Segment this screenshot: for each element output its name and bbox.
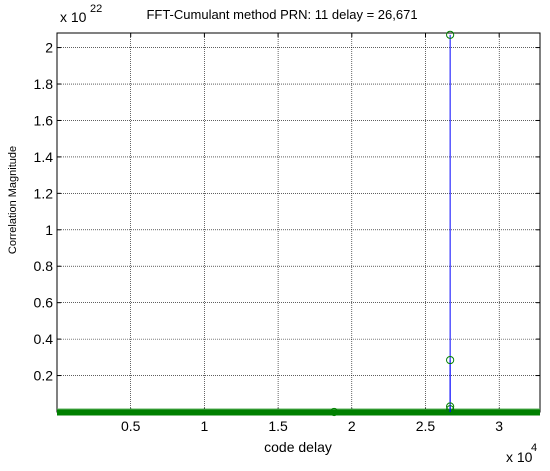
data-marks bbox=[57, 30, 540, 417]
y-exponent-base: x 10 bbox=[60, 9, 87, 25]
y-tick-label: 1.6 bbox=[34, 112, 54, 128]
x-tick-label: 2 bbox=[348, 418, 356, 434]
y-tick-label: 1.8 bbox=[34, 76, 54, 92]
y-tick-label: 1.2 bbox=[34, 185, 54, 201]
x-exponent-base: x 10 bbox=[506, 449, 533, 465]
x-tick-label: 2.5 bbox=[416, 418, 436, 434]
y-tick-label: 0.6 bbox=[34, 295, 54, 311]
x-exponent-label: x 10 4 bbox=[506, 442, 537, 465]
x-tick-label: 0.5 bbox=[121, 418, 141, 434]
y-exponent-power: 22 bbox=[90, 3, 102, 15]
y-tick-label: 0.4 bbox=[34, 331, 54, 347]
y-exponent-label: x 10 22 bbox=[60, 3, 102, 25]
x-tick-label: 1 bbox=[201, 418, 209, 434]
y-tick-label: 2 bbox=[45, 40, 53, 56]
y-axis-label: Correlation Magnitude bbox=[7, 146, 19, 254]
x-tick-label: 1.5 bbox=[268, 418, 288, 434]
y-tick-label: 1 bbox=[45, 222, 53, 238]
x-tick-label: 3 bbox=[495, 418, 503, 434]
y-tick-label: 0.2 bbox=[34, 368, 54, 384]
x-axis-label: code delay bbox=[264, 439, 332, 455]
chart-title: FFT-Cumulant method PRN: 11 delay = 26,6… bbox=[146, 7, 417, 22]
plot-area bbox=[56, 32, 541, 413]
y-tick-label: 0.8 bbox=[34, 258, 54, 274]
stem-marker bbox=[330, 407, 339, 417]
stem-marker bbox=[446, 355, 455, 365]
stem-marker bbox=[446, 405, 455, 414]
x-exponent-power: 4 bbox=[531, 442, 537, 454]
grid bbox=[57, 33, 540, 412]
stem-marker bbox=[446, 30, 455, 39]
y-tick-label: 1.4 bbox=[34, 149, 54, 165]
